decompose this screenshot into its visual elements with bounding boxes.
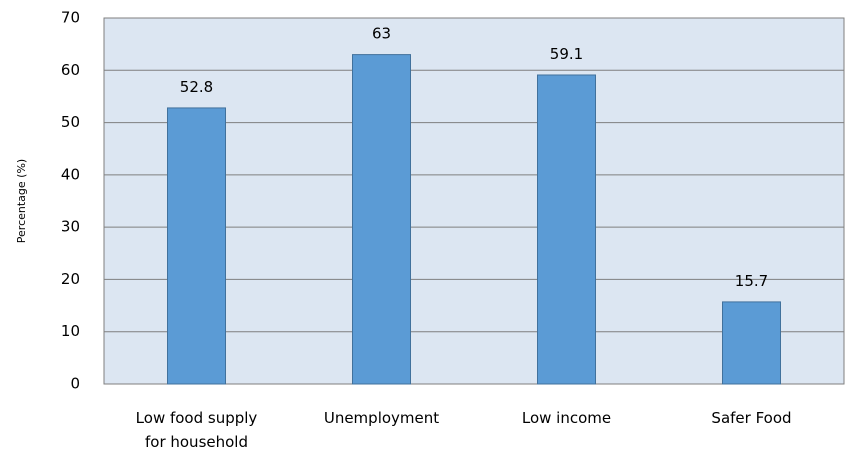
gridlines	[104, 17, 844, 385]
x-category-label-line: for household	[145, 433, 248, 451]
plot-area	[103, 17, 845, 385]
x-axis-labels: Low food supply for household Unemployment…	[136, 409, 792, 451]
bar	[537, 74, 596, 385]
data-labels: 52.8 63 59.1 15.7	[180, 25, 768, 290]
x-category-label-line: Low food supply	[136, 409, 258, 427]
y-tick-label: 20	[61, 270, 80, 288]
bars	[167, 54, 781, 385]
y-axis-ticks: 0 10 20 30 40 50 60 70	[61, 9, 80, 393]
y-tick-label: 50	[61, 113, 80, 131]
x-category-label: Low income	[522, 409, 611, 427]
y-tick-label: 30	[61, 218, 80, 236]
x-category-label: Safer Food	[711, 409, 791, 427]
data-label: 15.7	[735, 272, 768, 290]
data-label: 63	[372, 25, 391, 43]
x-category-label: Low food supply for household	[136, 409, 258, 451]
y-tick-label: 40	[61, 165, 80, 183]
bar	[722, 301, 781, 385]
x-category-label-line: Safer Food	[711, 409, 791, 427]
x-category-label: Unemployment	[324, 409, 439, 427]
bar	[167, 107, 226, 385]
y-tick-label: 60	[61, 61, 80, 79]
bar	[352, 54, 411, 385]
y-axis-title: Percentage (%)	[15, 159, 28, 243]
data-label: 52.8	[180, 78, 213, 96]
x-category-label-line: Low income	[522, 409, 611, 427]
y-tick-label: 70	[61, 9, 80, 27]
x-category-label-line: Unemployment	[324, 409, 439, 427]
y-tick-label: 10	[61, 322, 80, 340]
data-label: 59.1	[550, 45, 583, 63]
y-tick-label: 0	[70, 375, 80, 393]
